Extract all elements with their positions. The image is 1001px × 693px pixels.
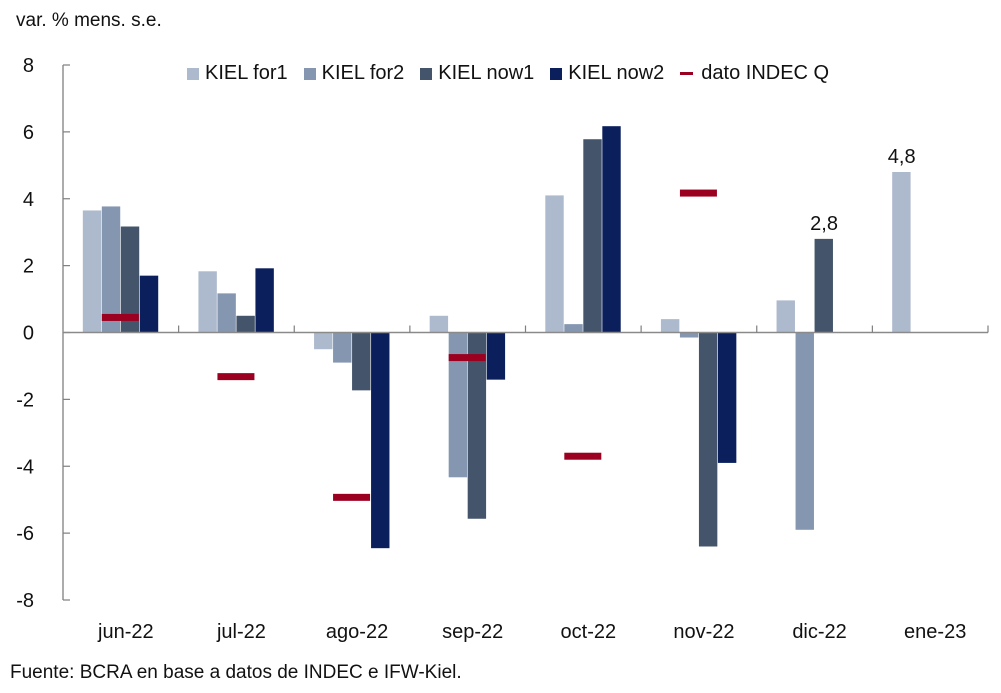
x-tick-label: nov-22 — [673, 621, 734, 643]
bar-kiel-now1 — [467, 332, 487, 519]
legend-label: dato INDEC Q — [701, 62, 830, 84]
bars-layer — [82, 126, 911, 549]
legend-swatch-kiel-now1 — [420, 67, 433, 80]
bar-kiel-now1 — [698, 332, 718, 547]
bar-kiel-for2 — [795, 332, 814, 530]
data-label: 2,8 — [810, 213, 838, 235]
bar-kiel-for2 — [101, 206, 121, 333]
x-tick-label: ene-23 — [904, 621, 966, 643]
indec-marker — [333, 493, 371, 501]
bar-kiel-for1 — [314, 332, 333, 350]
legend-item-kiel-now2: KIEL now2 — [550, 62, 664, 85]
bar-kiel-now1 — [814, 238, 833, 333]
indec-marker — [448, 354, 486, 362]
y-tick-label: -6 — [16, 523, 34, 545]
bar-kiel-now1 — [583, 139, 602, 333]
legend-item-kiel-now1: KIEL now1 — [420, 62, 534, 85]
y-axis-unit-label: var. % mens. s.e. — [16, 10, 162, 31]
legend-item-dato-indec-q: dato INDEC Q — [680, 62, 829, 85]
legend-swatch-kiel-for2 — [303, 67, 316, 80]
bar-kiel-for2 — [679, 332, 699, 338]
bar-kiel-now2 — [371, 332, 390, 549]
legend-swatch-kiel-now2 — [550, 67, 563, 80]
indec-marker — [101, 313, 139, 321]
y-tick-label: 0 — [23, 323, 34, 345]
bar-kiel-now2 — [255, 268, 274, 333]
source-note: Fuente: BCRA en base a datos de INDEC e … — [10, 662, 462, 683]
indec-marker — [217, 373, 255, 381]
bar-kiel-for2 — [217, 293, 236, 333]
indec-marker — [679, 189, 717, 197]
bar-kiel-now2 — [139, 275, 159, 333]
bar-kiel-for1 — [776, 300, 795, 333]
x-tick-label: oct-22 — [561, 621, 617, 643]
chart-legend: KIEL for1 KIEL for2 KIEL now1 KIEL now2 … — [187, 62, 829, 85]
legend-label: KIEL for2 — [321, 62, 405, 84]
legend-label: KIEL now1 — [438, 62, 535, 84]
x-tick-label: dic-22 — [792, 621, 846, 643]
x-tick-label: jul-22 — [216, 621, 266, 643]
bar-kiel-for1 — [429, 315, 449, 333]
y-tick-label: -4 — [16, 456, 34, 478]
legend-label: KIEL now2 — [568, 62, 665, 84]
legend-swatch-dato-indec-q — [680, 72, 694, 75]
y-tick-label: 4 — [23, 189, 34, 211]
indec-marker — [564, 452, 602, 460]
data-label: 4,8 — [888, 146, 916, 168]
y-tick-label: 2 — [23, 256, 34, 278]
x-tick-label: sep-22 — [442, 621, 503, 643]
x-tick-label: ago-22 — [326, 621, 388, 643]
annotations-layer: 2,8 4,8 — [810, 146, 915, 235]
legend-item-kiel-for2: KIEL for2 — [303, 62, 405, 85]
bar-kiel-for2 — [564, 324, 583, 333]
bar-kiel-now1 — [352, 332, 371, 391]
bar-kiel-now2 — [486, 332, 506, 380]
bar-kiel-for1 — [660, 319, 680, 333]
bar-kiel-for1 — [892, 172, 911, 333]
bar-kiel-for1 — [198, 271, 217, 333]
y-tick-label: -2 — [16, 389, 34, 411]
bar-kiel-now1 — [120, 226, 140, 333]
x-axis: jun-22 jul-22 ago-22 sep-22 oct-22 nov-22 dic-… — [63, 325, 989, 643]
y-tick-label: -8 — [16, 590, 34, 612]
legend-swatch-kiel-for1 — [187, 67, 199, 80]
bar-kiel-now2 — [602, 126, 621, 333]
bar-kiel-for1 — [82, 210, 102, 333]
bar-kiel-now1 — [236, 315, 255, 333]
bar-kiel-now2 — [717, 332, 737, 463]
bar-kiel-for1 — [545, 195, 564, 333]
y-tick-label: 8 — [23, 55, 34, 77]
y-axis: 8 6 4 2 0 -2 -4 -6 -8 — [16, 55, 70, 612]
bar-kiel-for2 — [333, 332, 352, 363]
indec-markers-layer — [101, 189, 717, 501]
legend-item-kiel-for1: KIEL for1 — [187, 62, 288, 85]
y-tick-label: 6 — [23, 122, 34, 144]
x-tick-label: jun-22 — [97, 621, 154, 643]
legend-label: KIEL for1 — [205, 62, 288, 84]
bar-kiel-for2 — [448, 332, 468, 478]
